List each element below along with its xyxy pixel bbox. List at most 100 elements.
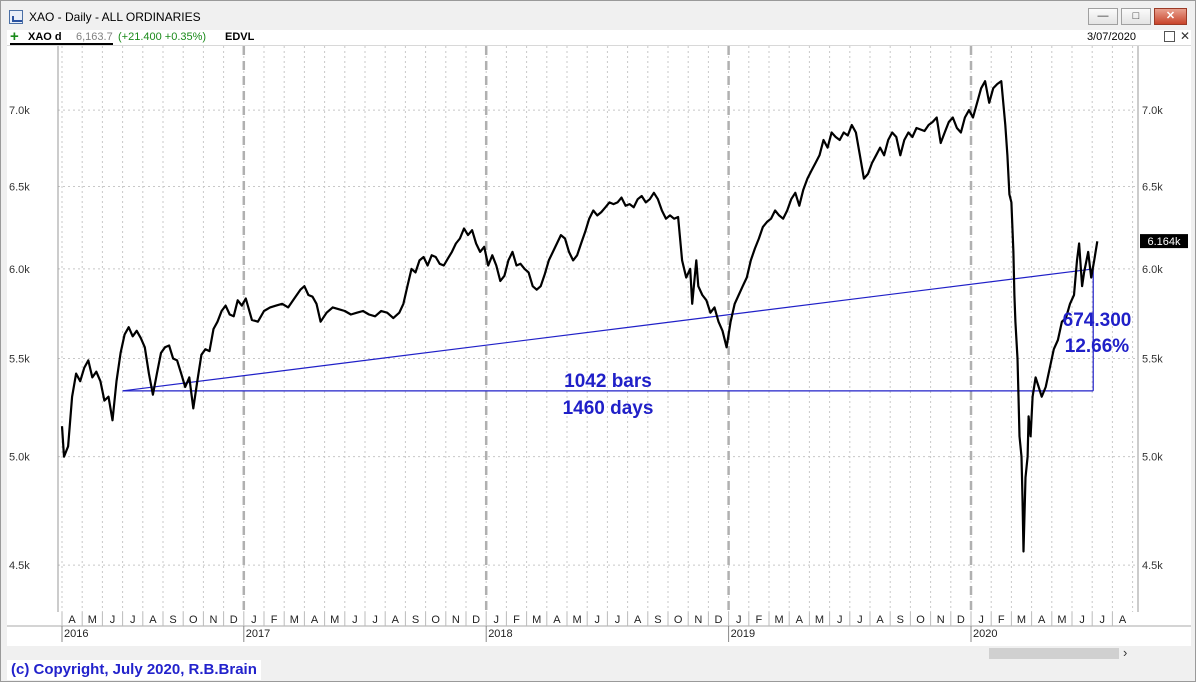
month-label: J: [837, 614, 843, 626]
x-axis-band: [7, 612, 1191, 646]
month-label: J: [372, 614, 378, 626]
chart-app-icon: [9, 10, 23, 24]
month-label: S: [169, 614, 176, 626]
price-change: (+21.400 +0.35%): [118, 31, 207, 43]
month-label: M: [88, 614, 97, 626]
month-label: N: [210, 614, 218, 626]
month-label: A: [634, 614, 642, 626]
month-label: D: [715, 614, 723, 626]
year-label: 2016: [64, 628, 88, 640]
y-tick-label-left: 6.0k: [9, 264, 30, 276]
month-label: J: [1100, 614, 1106, 626]
month-label: J: [110, 614, 116, 626]
last-value-tag: 6.164k: [1140, 234, 1188, 249]
y-tick-label-left: 4.5k: [9, 560, 30, 572]
year-dividers: [242, 46, 973, 612]
copyright-notice: (c) Copyright, July 2020, R.B.Brain: [7, 660, 261, 680]
chart-area[interactable]: 4.5k 4.5k 5.0k 5.0k 5.5k 5.5k 6.0k 6.0k 6.5k 6.5k…: [7, 46, 1191, 646]
month-label: D: [472, 614, 480, 626]
title-bar[interactable]: XAO - Daily - ALL ORDINARIES — □ ✕: [1, 1, 1195, 31]
indicator-label[interactable]: EDVL: [225, 31, 255, 43]
y-tick-label-right: 5.5k: [1142, 354, 1163, 366]
price-chart[interactable]: 4.5k 4.5k 5.0k 5.0k 5.5k 5.5k 6.0k 6.0k 6.5k 6.5k…: [7, 46, 1191, 646]
scroll-right-icon[interactable]: ›: [1123, 645, 1128, 660]
month-label: M: [330, 614, 339, 626]
month-label: F: [998, 614, 1005, 626]
plot-background: [58, 46, 1138, 612]
month-label: M: [532, 614, 541, 626]
grid: [57, 46, 1139, 612]
y-tick-label-left: 6.5k: [9, 181, 30, 193]
days-count-label: 1460 days: [563, 398, 654, 419]
month-label: J: [857, 614, 863, 626]
price-line: [60, 80, 1099, 553]
month-label: J: [1079, 614, 1085, 626]
y-tick-label-right: 6.5k: [1142, 181, 1163, 193]
last-value-label: 6.164k: [1147, 236, 1181, 248]
percent-change-label: 12.66%: [1065, 336, 1130, 357]
y-axis-labels: 4.5k 4.5k 5.0k 5.0k 5.5k 5.5k 6.0k 6.0k 6.5k 6.5k…: [9, 105, 1163, 572]
month-label: N: [937, 614, 945, 626]
y-tick-label-left: 7.0k: [9, 105, 30, 117]
month-label: D: [957, 614, 965, 626]
month-label: M: [1017, 614, 1026, 626]
year-label: 2020: [973, 628, 997, 640]
month-label: A: [1038, 614, 1046, 626]
plus-icon[interactable]: +: [10, 28, 19, 45]
month-label: J: [736, 614, 742, 626]
month-label: J: [978, 614, 984, 626]
year-label: 2017: [246, 628, 270, 640]
month-label: J: [494, 614, 500, 626]
annotation-labels: 1042 bars 1460 days 674.300 12.66%: [563, 310, 1132, 419]
y-tick-label-right: 7.0k: [1142, 105, 1163, 117]
horizontal-scrollbar[interactable]: [989, 648, 1119, 659]
month-label: N: [694, 614, 702, 626]
month-label: D: [230, 614, 238, 626]
month-label: O: [674, 614, 683, 626]
month-label: J: [352, 614, 358, 626]
month-label: M: [290, 614, 299, 626]
close-button[interactable]: ✕: [1154, 8, 1187, 25]
bars-count-label: 1042 bars: [564, 371, 652, 392]
maximize-button[interactable]: □: [1121, 8, 1151, 25]
trend-line: [122, 268, 1094, 392]
minimize-button[interactable]: —: [1088, 8, 1118, 25]
month-label: M: [775, 614, 784, 626]
last-price: 6,163.7: [76, 31, 113, 43]
security-symbol[interactable]: XAO d: [28, 31, 62, 43]
month-label: S: [654, 614, 661, 626]
month-label: A: [392, 614, 400, 626]
month-label: A: [553, 614, 561, 626]
month-label: F: [271, 614, 278, 626]
month-label: A: [311, 614, 319, 626]
month-label: S: [412, 614, 419, 626]
month-label: F: [756, 614, 763, 626]
month-label: M: [573, 614, 582, 626]
month-label: S: [897, 614, 904, 626]
annotation-layer: [122, 268, 1094, 392]
month-label: A: [149, 614, 157, 626]
symbol-underline: [10, 43, 113, 45]
y-tick-label-left: 5.5k: [9, 354, 30, 366]
close-icon[interactable]: ✕: [1180, 29, 1191, 43]
month-label: O: [916, 614, 925, 626]
month-label: O: [189, 614, 198, 626]
month-label: N: [452, 614, 460, 626]
month-label: A: [1119, 614, 1127, 626]
month-label: J: [251, 614, 257, 626]
year-label: 2018: [488, 628, 512, 640]
month-label: A: [68, 614, 76, 626]
month-label: M: [815, 614, 824, 626]
y-tick-label-left: 5.0k: [9, 452, 30, 464]
y-tick-label-right: 4.5k: [1142, 560, 1163, 572]
restore-icon[interactable]: [1164, 31, 1175, 42]
month-label: A: [796, 614, 804, 626]
year-label: 2019: [731, 628, 755, 640]
window-title: XAO - Daily - ALL ORDINARIES: [29, 10, 201, 24]
month-label: J: [130, 614, 136, 626]
month-label: A: [876, 614, 884, 626]
header-date: 3/07/2020: [1087, 31, 1136, 43]
month-label: J: [595, 614, 601, 626]
